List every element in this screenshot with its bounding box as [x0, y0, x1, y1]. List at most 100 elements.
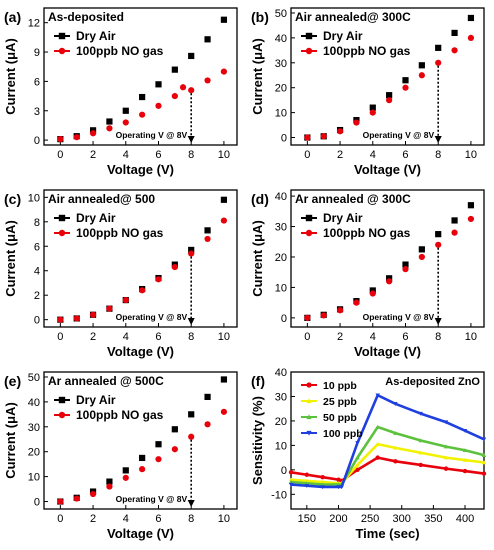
data-point	[89, 130, 97, 137]
y-tick-label: 40	[275, 33, 287, 45]
data-point	[106, 305, 113, 312]
legend-label: Dry Air	[76, 29, 116, 43]
x-tick-label: 6	[155, 149, 161, 161]
x-axis-label: Voltage (V)	[354, 162, 421, 177]
operating-v-arrow	[187, 318, 195, 325]
y-tick-label: 6	[34, 241, 40, 253]
data-point	[467, 34, 475, 41]
series-line	[290, 393, 485, 489]
data-point	[139, 93, 146, 101]
legend-label: 100ppb NO gas	[76, 44, 164, 58]
y-tick-label: 50	[28, 372, 40, 384]
panel-title: As-deposited	[48, 10, 124, 24]
panel-title: Ar annealed @ 300C	[295, 192, 411, 206]
series-line	[290, 425, 485, 486]
plot-frame	[290, 189, 485, 328]
y-axis-label: Current (μA)	[3, 38, 18, 115]
y-tick-label: 10	[275, 440, 287, 452]
data-point	[402, 261, 409, 268]
legend-label: 100ppb NO gas	[76, 226, 164, 240]
x-tick-label: 10	[218, 513, 230, 525]
data-point	[139, 466, 146, 473]
y-tick-label: 10	[275, 282, 287, 294]
data-point	[369, 109, 376, 116]
x-tick-label: 150	[298, 513, 316, 525]
y-tick-label: 50	[275, 8, 287, 20]
data-point	[320, 133, 327, 140]
data-point	[393, 459, 398, 464]
y-tick-label: 2	[34, 290, 40, 302]
data-point	[204, 393, 211, 401]
y-tick-label: 30	[28, 422, 40, 434]
data-point	[89, 311, 97, 318]
legend-label: Dry Air	[323, 211, 363, 225]
data-point	[155, 441, 162, 448]
y-tick-label: 40	[275, 367, 287, 379]
data-point	[320, 479, 325, 484]
panel-e: 0 2 4 6 8 10 0 10 20 30 40 50 Voltage (V) Current (μA…	[3, 371, 238, 541]
data-point	[320, 485, 325, 490]
y-tick-label: 10	[28, 192, 40, 204]
operating-v-arrow	[187, 136, 195, 143]
data-point	[451, 47, 458, 54]
operating-v-label: Operating V @ 8V	[363, 312, 435, 322]
legend-marker	[58, 411, 66, 419]
operating-v-label: Operating V @ 8V	[116, 130, 188, 140]
y-tick-label: 30	[275, 222, 287, 234]
panel-c: 0 2 4 6 8 10 0 2 4 6 8 10 Voltage (V) Current (μA) (c)…	[3, 189, 238, 359]
data-point	[220, 68, 228, 75]
x-tick-label: 10	[218, 331, 230, 343]
x-tick-label: 2	[90, 149, 96, 161]
data-point	[386, 278, 393, 285]
data-point	[451, 229, 458, 236]
data-point	[106, 483, 113, 490]
panel-f: 150 200 250 300 350 400 -10 0 10 20 30 40 Time (sec)…	[250, 367, 487, 541]
data-point	[171, 92, 178, 100]
data-point	[443, 420, 449, 425]
legend-label: Dry Air	[323, 29, 363, 43]
data-point	[386, 97, 393, 104]
data-point	[355, 441, 360, 446]
data-point	[304, 478, 310, 483]
y-tick-label: 10	[275, 108, 287, 120]
legend-label: 100ppb NO gas	[323, 44, 411, 58]
legend-marker	[306, 430, 312, 436]
data-point	[451, 217, 458, 224]
x-tick-label: 8	[188, 149, 194, 161]
series-line	[290, 442, 485, 485]
x-tick-label: 4	[123, 513, 129, 525]
x-tick-label: 2	[90, 331, 96, 343]
data-point	[220, 196, 228, 203]
data-point	[155, 456, 162, 463]
data-point	[139, 287, 146, 294]
x-tick-label: 250	[361, 513, 379, 525]
data-point	[155, 81, 162, 88]
data-point	[171, 426, 178, 433]
y-tick-label: 20	[275, 416, 287, 428]
y-axis-label: Current (μA)	[3, 402, 18, 479]
y-axis-label: Current (μA)	[3, 220, 18, 297]
data-point	[57, 136, 64, 143]
legend-label: 50 ppb	[323, 412, 357, 424]
panel-title: As-deposited ZnO	[385, 376, 480, 388]
data-point	[418, 246, 425, 253]
data-point	[122, 474, 129, 481]
data-point	[462, 468, 468, 474]
data-point	[462, 457, 468, 462]
data-point	[304, 483, 310, 488]
panel-a: 0 2 4 6 8 10 0 3 6 9 12 Voltage (V) Current (μA) (a) A…	[3, 7, 238, 177]
data-point	[336, 128, 344, 135]
data-point	[73, 315, 80, 322]
x-tick-label: 4	[370, 331, 376, 343]
legend-label: 10 ppb	[323, 380, 357, 392]
data-point	[179, 84, 187, 91]
data-point	[393, 402, 398, 407]
data-point	[122, 119, 129, 126]
data-point	[451, 29, 458, 37]
data-point	[467, 14, 475, 22]
data-point	[171, 66, 178, 73]
data-point	[139, 111, 146, 118]
x-tick-label: 6	[155, 513, 161, 525]
x-tick-label: 8	[188, 331, 194, 343]
y-tick-label: 8	[34, 217, 40, 229]
